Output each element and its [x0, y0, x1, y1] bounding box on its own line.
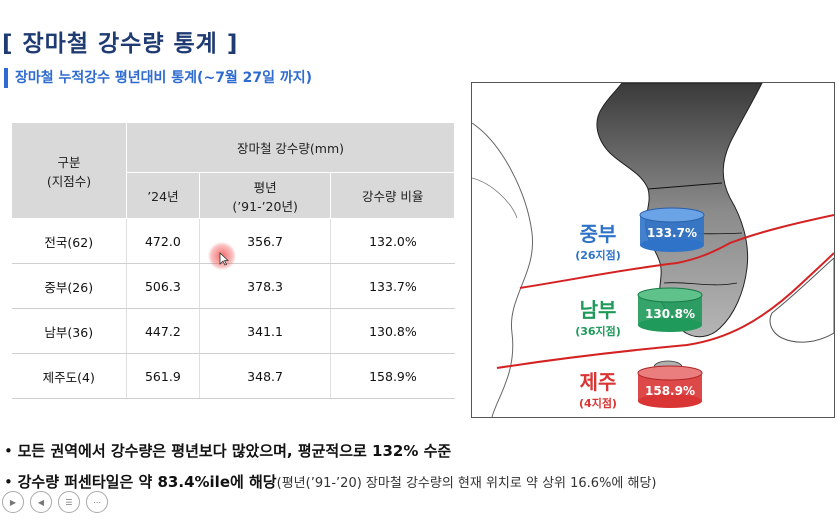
prev-icon[interactable]: ◀ — [30, 491, 52, 513]
row-label: 제주도(4) — [11, 353, 127, 399]
row-label: 전국(62) — [11, 218, 127, 264]
korea-rainfall-map: 133.7% 중부 (26지점) 130.8% 남부 (36지점) 158.9%… — [471, 82, 835, 418]
central-ratio: 133.7% — [647, 226, 697, 240]
group-header-label: 구분 — [57, 154, 81, 170]
rainfall-table: 구분 (지점수) 장마철 강수량(mm) ’24년 평년 (’91-’20년) … — [11, 122, 455, 399]
page-title: [ 장마철 강수량 통계 ] — [2, 31, 239, 57]
col-normal-header: 평년 (’91-’20년) — [198, 172, 332, 219]
value-ratio: 132.0% — [330, 218, 455, 264]
bullet-2-note: (평년(’91-’20) 장마철 강수량의 현재 위치로 약 상위 16.6%에… — [276, 476, 657, 491]
map-canvas: 133.7% 중부 (26지점) 130.8% 남부 (36지점) 158.9%… — [472, 83, 834, 417]
central-cylinder — [639, 207, 705, 252]
jeju-ratio: 158.9% — [645, 384, 695, 398]
south-stations: (36지점) — [575, 324, 621, 338]
value-2024: 447.2 — [126, 308, 200, 354]
page-subtitle: 장마철 누적강수 평년대비 통계(~7월 27일 까지) — [4, 68, 312, 88]
value-2024: 506.3 — [126, 263, 200, 309]
value-2024: 472.0 — [126, 218, 200, 264]
bullet-1: • 모든 권역에서 강수량은 평년보다 많았으며, 평균적으로 132% 수준 — [4, 442, 452, 460]
col-normal-sub: (’91-’20년) — [232, 198, 298, 214]
jeju-cylinder — [637, 365, 703, 408]
province-border — [647, 182, 723, 190]
group-header: 구분 (지점수) — [11, 122, 127, 219]
south-cylinder — [637, 287, 703, 332]
col-2024-header: ’24년 — [126, 172, 200, 219]
south-ratio: 130.8% — [645, 307, 695, 321]
bullet-2: • 강수량 퍼센타일은 약 83.4%ile에 해당(평년(’91-’20) 장… — [4, 473, 657, 491]
table-row: 제주도(4) 561.9 348.7 158.9% — [11, 353, 455, 399]
mouse-pointer-icon — [219, 252, 229, 266]
south-name: 남부 — [580, 298, 617, 322]
value-normal: 341.1 — [198, 308, 331, 354]
south-jeju-boundary — [496, 252, 834, 369]
bay-coastline — [472, 177, 518, 219]
more-icon[interactable]: ⋯ — [86, 491, 108, 513]
rainfall-header: 장마철 강수량(mm) — [126, 122, 455, 173]
row-label: 중부(26) — [11, 263, 127, 309]
value-ratio: 133.7% — [330, 263, 455, 309]
value-ratio: 158.9% — [330, 353, 455, 399]
col-ratio-header: 강수량 비율 — [330, 172, 455, 219]
jeju-name: 제주 — [580, 370, 617, 394]
value-2024: 561.9 — [126, 353, 200, 399]
jeju-stations: (4지점) — [579, 396, 617, 410]
play-icon[interactable]: ▶ — [2, 491, 24, 513]
japan-coastline — [769, 257, 834, 343]
central-stations: (26지점) — [575, 248, 621, 262]
row-label: 남부(36) — [11, 308, 127, 354]
central-name: 중부 — [580, 222, 617, 246]
menu-icon[interactable]: ☰ — [58, 491, 80, 513]
table-row: 남부(36) 447.2 341.1 130.8% — [11, 308, 455, 354]
bullet-1-text: 모든 권역에서 강수량은 평년보다 많았으며, 평균적으로 132% 수준 — [17, 442, 452, 460]
china-coastline — [472, 122, 534, 417]
value-normal: 378.3 — [198, 263, 331, 309]
group-header-sub: (지점수) — [46, 173, 92, 189]
media-controls: ▶ ◀ ☰ ⋯ — [2, 491, 108, 513]
bullet-2-text: 강수량 퍼센타일은 약 83.4%ile에 해당 — [17, 473, 277, 491]
central-south-boundary — [519, 214, 834, 289]
value-normal: 348.7 — [198, 353, 331, 399]
col-normal-label: 평년 — [253, 179, 277, 195]
value-ratio: 130.8% — [330, 308, 455, 354]
summary-bullets: • 모든 권역에서 강수량은 평년보다 많았으며, 평균적으로 132% 수준 … — [4, 436, 834, 499]
province-border — [663, 282, 738, 286]
table-row: 중부(26) 506.3 378.3 133.7% — [11, 263, 455, 309]
